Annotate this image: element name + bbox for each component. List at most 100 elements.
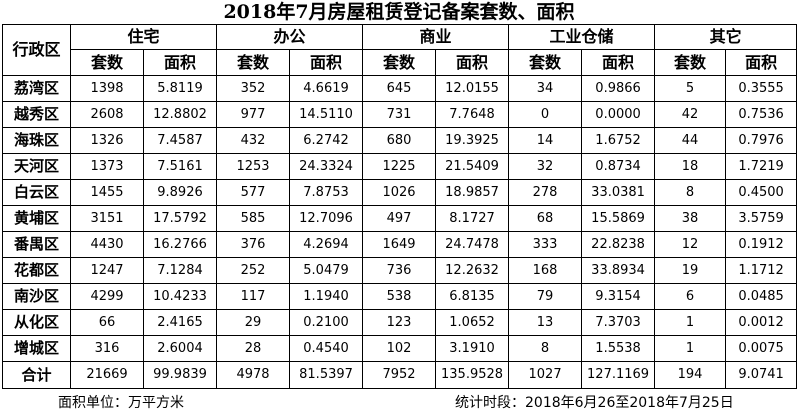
commercial-area-cell: 24.7478 <box>435 231 510 258</box>
residential-count-cell: 2608 <box>70 101 144 128</box>
residential-area-cell: 9.8926 <box>142 179 218 206</box>
office-count-cell: 252 <box>216 257 291 284</box>
commercial-area-cell: 135.9528 <box>435 361 510 389</box>
count-header: 套数 <box>654 49 727 76</box>
office-count-cell: 432 <box>216 127 291 154</box>
total-row: 合计 21669 99.9839 4978 81.5397 7952 135.9528 102… <box>2 361 798 389</box>
district-header: 行政区 <box>2 24 71 76</box>
table-row: 花都区 1247 7.1284 252 5.0479 736 12.2632 168 33.89… <box>2 257 798 284</box>
residential-count-cell: 316 <box>70 335 144 362</box>
office-area-cell: 14.5110 <box>289 101 364 128</box>
commercial-count-cell: 497 <box>362 205 437 232</box>
industrial-area-cell: 0.0000 <box>581 101 656 128</box>
other-count-cell: 8 <box>654 179 727 206</box>
other-area-cell: 3.5759 <box>725 205 798 232</box>
other-area-cell: 1.1712 <box>725 257 798 284</box>
group-header-office: 办公 <box>216 24 364 50</box>
industrial-area-cell: 15.5869 <box>581 205 656 232</box>
group-header-other: 其它 <box>654 24 798 50</box>
office-area-cell: 7.8753 <box>289 179 364 206</box>
industrial-count-cell: 333 <box>508 231 583 258</box>
count-header: 套数 <box>216 49 291 76</box>
residential-area-cell: 17.5792 <box>142 205 218 232</box>
footer: 面积单位：万平方米 统计时段：2018年6月26至2018年7月25日 <box>0 392 798 414</box>
commercial-count-cell: 1026 <box>362 179 437 206</box>
commercial-count-cell: 123 <box>362 309 437 336</box>
office-count-cell: 977 <box>216 101 291 128</box>
residential-count-cell: 4430 <box>70 231 144 258</box>
residential-count-cell: 1326 <box>70 127 144 154</box>
commercial-area-cell: 21.5409 <box>435 153 510 180</box>
table-row: 增城区 316 2.6004 28 0.4540 102 3.1910 8 1.5538 1 0.0… <box>2 335 798 362</box>
group-header-residential: 住宅 <box>69 24 218 50</box>
industrial-count-cell: 14 <box>508 127 583 154</box>
other-count-cell: 1 <box>654 335 727 362</box>
residential-count-cell: 21669 <box>70 361 144 389</box>
header-sub-row: 套数 面积 套数 面积 套数 面积 套数 面积 套数 面积 <box>3 49 798 76</box>
area-unit-note: 面积单位：万平方米 <box>58 395 184 411</box>
table-title: 2018年7月房屋租赁登记备案套数、面积 <box>223 1 575 23</box>
district-name: 增城区 <box>2 335 71 362</box>
area-header: 面积 <box>581 49 656 76</box>
commercial-count-cell: 1649 <box>362 231 437 258</box>
table-row: 海珠区 1326 7.4587 432 6.2742 680 19.3925 14 1.6752… <box>2 127 798 154</box>
residential-area-cell: 7.1284 <box>142 257 218 284</box>
commercial-area-cell: 8.1727 <box>435 205 510 232</box>
commercial-count-cell: 731 <box>362 101 437 128</box>
office-count-cell: 117 <box>216 283 291 310</box>
office-count-cell: 352 <box>216 75 291 102</box>
other-area-cell: 0.0485 <box>725 283 798 310</box>
header-group-row: 行政区 住宅 办公 商业 工业仓储 其它 <box>2 24 798 76</box>
residential-area-cell: 2.4165 <box>142 309 218 336</box>
office-area-cell: 0.4540 <box>289 335 364 362</box>
district-name: 天河区 <box>2 153 71 180</box>
commercial-area-cell: 12.2632 <box>435 257 510 284</box>
other-area-cell: 9.0741 <box>725 361 798 389</box>
other-area-cell: 0.0012 <box>725 309 798 336</box>
office-area-cell: 81.5397 <box>289 361 364 389</box>
industrial-count-cell: 0 <box>508 101 583 128</box>
district-name: 海珠区 <box>2 127 71 154</box>
commercial-count-cell: 7952 <box>362 361 437 389</box>
industrial-count-cell: 1027 <box>508 361 583 389</box>
commercial-count-cell: 645 <box>362 75 437 102</box>
industrial-area-cell: 0.8734 <box>581 153 656 180</box>
residential-area-cell: 16.2766 <box>142 231 218 258</box>
district-name: 从化区 <box>2 309 71 336</box>
industrial-count-cell: 32 <box>508 153 583 180</box>
office-area-cell: 5.0479 <box>289 257 364 284</box>
other-area-cell: 0.1912 <box>725 231 798 258</box>
other-count-cell: 6 <box>654 283 727 310</box>
table-row: 白云区 1455 9.8926 577 7.8753 1026 18.9857 278 33.0… <box>2 179 798 206</box>
commercial-count-cell: 538 <box>362 283 437 310</box>
industrial-area-cell: 22.8238 <box>581 231 656 258</box>
industrial-count-cell: 68 <box>508 205 583 232</box>
residential-count-cell: 1247 <box>70 257 144 284</box>
residential-area-cell: 12.8802 <box>142 101 218 128</box>
table-row: 荔湾区 1398 5.8119 352 4.6619 645 12.0155 34 0.9866… <box>2 75 798 102</box>
district-name: 黄埔区 <box>2 205 71 232</box>
area-header: 面积 <box>289 49 364 76</box>
industrial-area-cell: 127.1169 <box>581 361 656 389</box>
table-row: 天河区 1373 7.5161 1253 24.3324 1225 21.5409 32 0.8… <box>2 153 798 180</box>
industrial-count-cell: 13 <box>508 309 583 336</box>
other-count-cell: 42 <box>654 101 727 128</box>
residential-area-cell: 99.9839 <box>142 361 218 389</box>
other-count-cell: 5 <box>654 75 727 102</box>
table-row: 南沙区 4299 10.4233 117 1.1940 538 6.8135 79 9.3154… <box>2 283 798 310</box>
office-count-cell: 585 <box>216 205 291 232</box>
office-count-cell: 1253 <box>216 153 291 180</box>
office-area-cell: 1.1940 <box>289 283 364 310</box>
other-count-cell: 1 <box>654 309 727 336</box>
table-row: 黄埔区 3151 17.5792 585 12.7096 497 8.1727 68 15.58… <box>2 205 798 232</box>
statistics-period-note: 统计时段：2018年6月26至2018年7月25日 <box>455 395 734 411</box>
group-header-industrial: 工业仓储 <box>508 24 656 50</box>
other-count-cell: 194 <box>654 361 727 389</box>
residential-count-cell: 3151 <box>70 205 144 232</box>
residential-count-cell: 1373 <box>70 153 144 180</box>
industrial-area-cell: 33.0381 <box>581 179 656 206</box>
office-area-cell: 4.6619 <box>289 75 364 102</box>
area-header: 面积 <box>142 49 218 76</box>
area-header: 面积 <box>435 49 510 76</box>
other-count-cell: 19 <box>654 257 727 284</box>
